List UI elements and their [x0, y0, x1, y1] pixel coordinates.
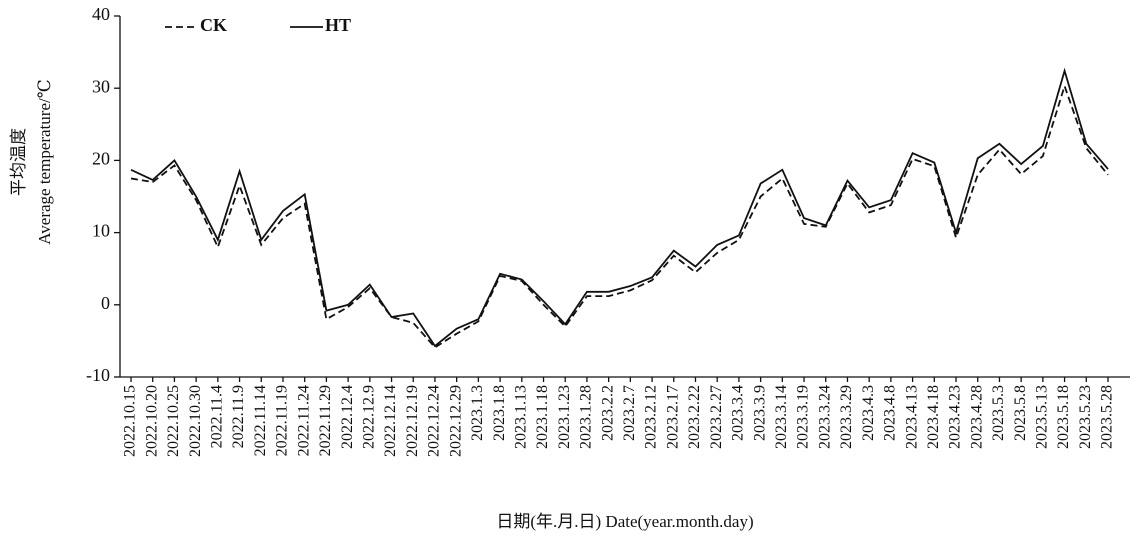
- x-tick-label: 2023.4.28: [968, 385, 985, 449]
- x-tick-label: 2023.5.3: [990, 385, 1007, 441]
- x-tick-label: 2023.5.18: [1055, 385, 1072, 449]
- x-tick-label: 2022.12.19: [404, 385, 421, 457]
- x-tick-label: 2023.2.27: [708, 385, 725, 449]
- x-tick-label: 2023.5.8: [1012, 385, 1029, 441]
- x-tick-label: 2022.12.4: [339, 385, 356, 449]
- legend-label: CK: [200, 15, 227, 35]
- x-tick-label: 2023.4.23: [947, 385, 964, 449]
- x-tick-label: 2023.1.28: [578, 385, 595, 449]
- x-tick-label: 2022.11.24: [295, 385, 312, 456]
- x-tick-label: 2023.3.19: [795, 385, 812, 449]
- x-axis-label: 日期(年.月.日) Date(year.month.day): [496, 512, 753, 531]
- line-series: [130, 67, 1109, 348]
- legend-label: HT: [325, 15, 351, 35]
- y-tick-label: 20: [92, 149, 110, 169]
- x-tick-label: 2022.11.9: [230, 385, 247, 448]
- x-tick-label: 2023.1.18: [534, 385, 551, 449]
- x-tick-label: 2023.2.7: [621, 385, 638, 441]
- x-tick-label: 2023.5.28: [1099, 385, 1116, 449]
- x-tick-label: 2022.10.15: [122, 385, 139, 457]
- x-tick-label: 2022.12.24: [426, 385, 443, 457]
- x-tick-label: 2022.10.25: [165, 385, 182, 457]
- y-tick-label: 40: [92, 4, 110, 24]
- x-tick-label: 2022.11.14: [252, 385, 269, 456]
- x-tick-label: 2023.4.3: [860, 385, 877, 441]
- x-tick-label: 2022.10.20: [143, 385, 160, 457]
- x-tick-label: 2022.12.9: [360, 385, 377, 449]
- y-axis-label: 平均温度: [9, 128, 28, 196]
- x-tick-label: 2023.4.18: [925, 385, 942, 449]
- y-tick-label: 10: [92, 221, 110, 241]
- x-tick-label: 2023.2.17: [664, 385, 681, 449]
- x-tick-label: 2023.3.14: [773, 385, 790, 449]
- x-tick-label: 2023.4.8: [882, 385, 899, 441]
- x-tick-label: 2022.11.4: [209, 385, 226, 448]
- y-tick-label: 30: [92, 76, 110, 96]
- y-tick-label: 0: [101, 293, 110, 313]
- x-tick-label: 2023.3.4: [730, 385, 747, 441]
- x-tick-label: 2023.3.29: [838, 385, 855, 449]
- x-tick-label: 2022.11.29: [317, 385, 334, 456]
- x-tick-label: 2023.5.23: [1077, 385, 1094, 449]
- x-tick-label: 2023.1.23: [556, 385, 573, 449]
- x-tick-label: 2022.12.29: [447, 385, 464, 457]
- y-tick-label: -10: [86, 365, 110, 385]
- x-tick-label: 2023.1.13: [512, 385, 529, 449]
- line-series: [130, 83, 1109, 349]
- x-tick-label: 2023.2.12: [643, 385, 660, 449]
- x-tick-label: 2023.5.13: [1034, 385, 1051, 449]
- x-tick-label: 2023.2.2: [599, 385, 616, 441]
- x-tick-label: 2023.3.24: [816, 385, 833, 449]
- x-tick-label: 2023.1.3: [469, 385, 486, 441]
- x-tick-label: 2023.4.13: [903, 385, 920, 449]
- x-tick-label: 2022.10.30: [187, 385, 204, 457]
- x-tick-label: 2022.11.19: [274, 385, 291, 456]
- x-tick-label: 2023.3.9: [751, 385, 768, 441]
- y-axis-label: Average temperature/℃: [35, 79, 54, 244]
- x-tick-label: 2023.1.8: [491, 385, 508, 441]
- x-tick-label: 2022.12.14: [382, 385, 399, 457]
- x-tick-label: 2023.2.22: [686, 385, 703, 449]
